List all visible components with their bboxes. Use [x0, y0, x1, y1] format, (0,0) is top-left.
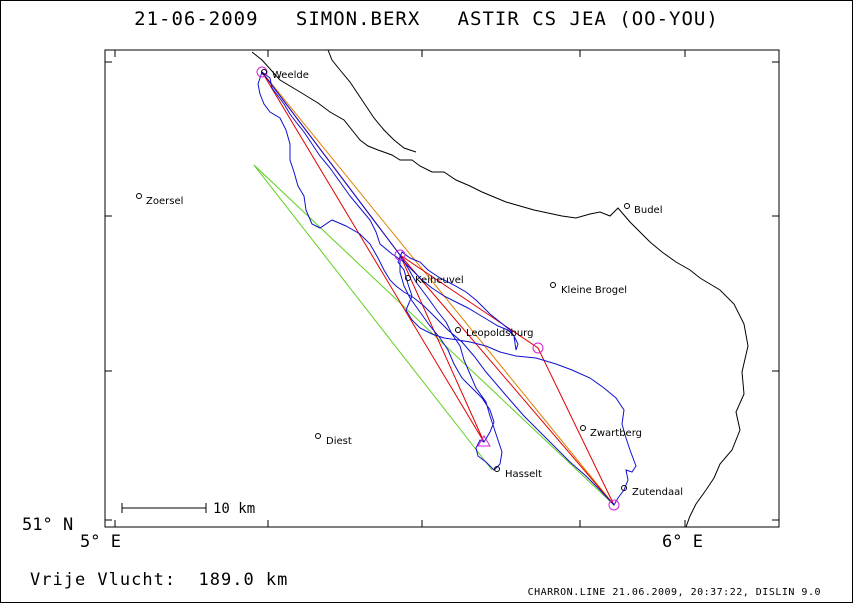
- latitude-label: 51° N: [22, 515, 74, 535]
- flight-track: [257, 70, 637, 506]
- longitude-label-6e: 6° E: [662, 532, 703, 552]
- town-label-kleine-brogel: Kleine Brogel: [561, 285, 627, 296]
- turnpoints: [256, 66, 620, 511]
- town-label-zwartberg: Zwartberg: [590, 428, 642, 439]
- start-marker: [477, 435, 491, 447]
- town-label-budel: Budel: [634, 205, 662, 216]
- plot-area: [104, 49, 780, 528]
- scale-bar-label: 10 km: [213, 501, 255, 517]
- town-label-diest: Diest: [326, 436, 352, 447]
- country-border-top: [327, 49, 417, 153]
- town-label-keiheuvel: Keiheuvel: [415, 275, 464, 286]
- town-markers: [136, 69, 630, 491]
- longitude-label-5e: 5° E: [80, 532, 121, 552]
- orange-line: [261, 71, 615, 506]
- free-flight-distance: Vrije Vlucht: 189.0 km: [30, 570, 289, 590]
- axis-ticks: [105, 50, 779, 527]
- turnpoint-keiheuvel: [394, 249, 406, 261]
- footer-credits: CHARRON.LINE 21.06.2009, 20:37:22, DISLI…: [527, 587, 821, 598]
- town-label-hasselt: Hasselt: [505, 469, 542, 480]
- town-label-leopoldsburg: Leopoldsburg: [466, 328, 533, 339]
- town-label-zutendaal: Zutendaal: [632, 487, 683, 498]
- town-label-zoersel: Zoersel: [146, 196, 183, 207]
- map-title: 21-06-2009 SIMON.BERX ASTIR CS JEA (OO-Y…: [134, 8, 719, 30]
- country-border: [251, 51, 749, 528]
- turnpoint-leopoldsburg: [532, 342, 544, 354]
- turnpoint-zutendaal: [608, 499, 620, 511]
- task-route: [261, 71, 615, 506]
- scale-bar: 10 km: [121, 501, 255, 517]
- town-label-weelde: Weelde: [272, 70, 309, 81]
